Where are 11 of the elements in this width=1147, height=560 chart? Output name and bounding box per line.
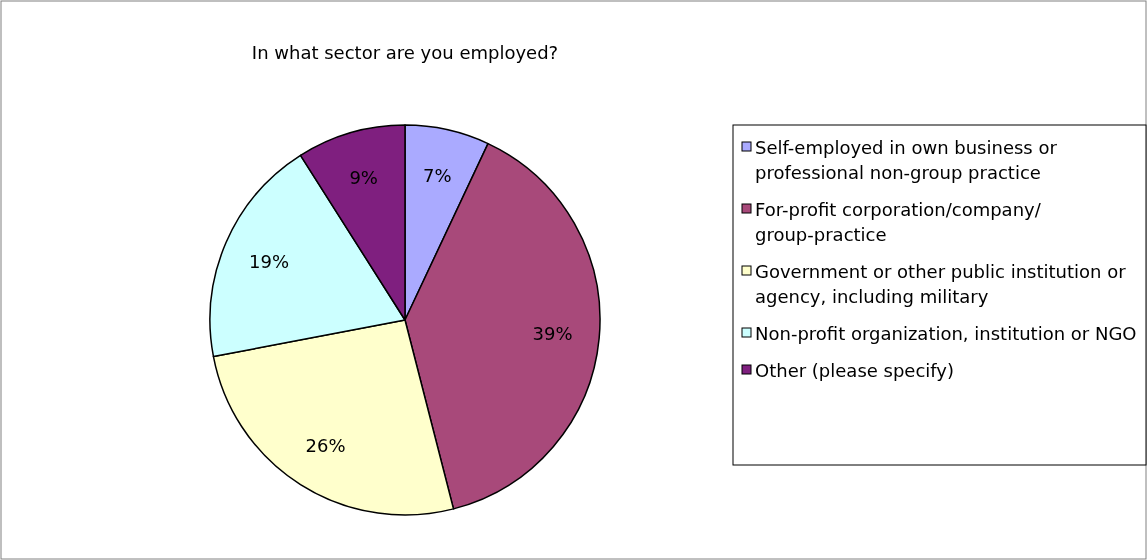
data-label: 9% xyxy=(349,167,378,189)
data-label: 7% xyxy=(423,164,452,186)
data-label: 19% xyxy=(248,250,289,272)
chart-title: In what sector are you employed? xyxy=(251,41,559,63)
legend-label: Self-employed in own business or professional non-group practice xyxy=(755,136,1058,183)
data-label: 39% xyxy=(532,323,573,345)
legend-label: For-profit corporation/company/group-practice xyxy=(755,198,1042,245)
legend-label: Government or other public institution or agency, including military xyxy=(755,260,1127,307)
legend-label: Non-profit organization, institution or NGO xyxy=(755,322,1137,344)
legend-label: Other (please specify) xyxy=(755,359,955,381)
data-label: 26% xyxy=(305,434,346,456)
